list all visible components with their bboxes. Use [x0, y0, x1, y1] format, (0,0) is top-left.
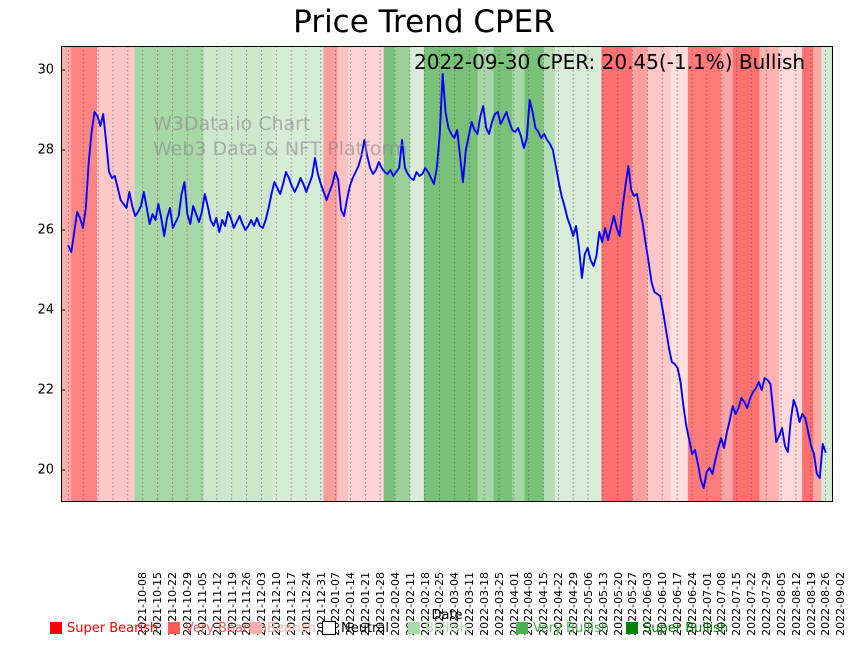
legend-item[interactable]: Super Bullish — [626, 618, 728, 638]
sentiment-band — [721, 46, 733, 502]
sentiment-band — [423, 46, 478, 502]
page-title: Price Trend CPER — [293, 4, 555, 40]
y-axis-tick-label: 28 — [37, 142, 54, 158]
y-axis-tick-label: 22 — [37, 382, 54, 398]
legend: Super Bearish Very Bearish Bearish Neutral B… — [0, 618, 848, 640]
price-line — [67, 73, 827, 489]
legend-label: Neutral — [341, 620, 389, 636]
legend-swatch — [50, 622, 62, 634]
x-axis-ticks: 2021-10-08 2021-10-15 2021-10-22 2021-10-29… — [61, 504, 847, 636]
legend-label: Super Bearish — [67, 620, 159, 636]
sentiment-band — [409, 46, 424, 502]
sentiment-band — [383, 46, 395, 502]
sentiment-band — [647, 46, 671, 502]
legend-item[interactable]: Neutral — [322, 618, 389, 638]
sentiment-band — [203, 46, 274, 502]
sentiment-band — [543, 46, 556, 502]
sentiment-band — [61, 46, 72, 502]
sentiment-band — [273, 46, 324, 502]
sentiment-band — [477, 46, 494, 502]
y-axis-ticks: 20 22 24 26 28 30 — [0, 46, 54, 502]
legend-item[interactable]: Very Bearish — [168, 618, 267, 638]
legend-swatch — [626, 622, 638, 634]
sentiment-band — [323, 46, 338, 502]
sentiment-band — [394, 46, 410, 502]
legend-swatch — [322, 621, 336, 635]
sentiment-band — [670, 46, 688, 502]
legend-label: Super Bullish — [643, 620, 729, 636]
legend-label: Very Bullish — [533, 620, 610, 636]
legend-swatch — [250, 622, 262, 634]
legend-item[interactable]: Bullish — [408, 618, 468, 638]
sentiment-band — [732, 46, 760, 502]
y-axis-tick-label: 20 — [37, 462, 54, 478]
legend-item[interactable]: Bearish — [250, 618, 316, 638]
sentiment-band — [555, 46, 602, 502]
sentiment-band — [687, 46, 722, 502]
sentiment-band — [134, 46, 204, 502]
sentiment-bands — [61, 46, 833, 502]
sentiment-band — [632, 46, 648, 502]
sentiment-band — [759, 46, 779, 502]
plot-svg — [61, 46, 833, 502]
y-axis-tick-label: 30 — [37, 62, 54, 78]
legend-label: Bullish — [425, 620, 469, 636]
sentiment-band — [778, 46, 803, 502]
sentiment-band — [493, 46, 513, 502]
plot-area: W3Data.io Chart Web3 Data & NFT Platform — [61, 46, 833, 502]
legend-label: Very Bearish — [185, 620, 267, 636]
sentiment-band — [512, 46, 525, 502]
y-axis-tick-label: 26 — [37, 222, 54, 238]
sentiment-band — [348, 46, 384, 502]
x-axis-label: Date — [431, 608, 463, 623]
sentiment-band — [601, 46, 633, 502]
sentiment-band — [802, 46, 814, 502]
plot-border — [61, 46, 833, 502]
legend-swatch — [408, 622, 420, 634]
legend-swatch — [168, 622, 180, 634]
sentiment-band — [813, 46, 822, 502]
sentiment-band — [337, 46, 349, 502]
y-axis-tick-label: 24 — [37, 302, 54, 318]
legend-label: Bearish — [267, 620, 316, 636]
legend-item[interactable]: Super Bearish — [50, 618, 158, 638]
annotation-label: 2022-09-30 CPER: 20.45(-1.1%) Bullish — [414, 50, 806, 74]
sentiment-band — [821, 46, 833, 502]
legend-swatch — [516, 622, 528, 634]
sentiment-band — [524, 46, 544, 502]
legend-item[interactable]: Very Bullish — [516, 618, 609, 638]
